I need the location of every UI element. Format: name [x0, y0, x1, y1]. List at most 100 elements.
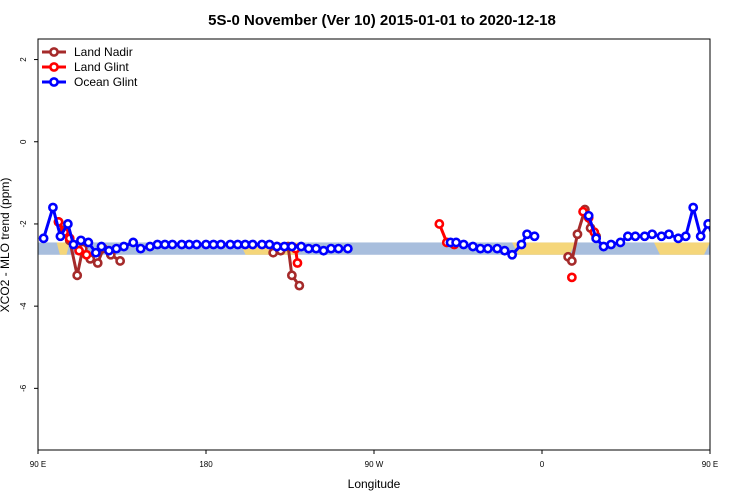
x-tick-label: 90 E	[702, 460, 718, 469]
x-tick-label: 0	[540, 460, 545, 469]
ocean-glint-point	[62, 219, 73, 229]
ocean-glint-point	[507, 249, 518, 260]
ocean-glint-point	[160, 239, 170, 250]
ocean-glint-point	[208, 239, 219, 250]
ocean-glint-point	[96, 241, 107, 252]
land-nadir-point	[286, 270, 297, 281]
ocean-glint-point	[522, 229, 532, 240]
ocean-glint-point	[118, 241, 129, 252]
ocean-glint-point	[475, 243, 486, 254]
land-nadir-point	[566, 256, 577, 266]
ocean-glint-point	[184, 239, 195, 250]
ocean-glint-point	[83, 237, 94, 248]
ocean-glint-point	[247, 239, 258, 250]
ocean-glint-point	[111, 243, 122, 254]
ocean-glint-point	[225, 239, 236, 250]
ocean-glint-point	[264, 239, 275, 250]
legend-item-land-glint: Land Glint	[42, 60, 129, 74]
y-tick-label: -2	[19, 220, 28, 228]
land-band-2	[512, 242, 576, 255]
chart-title: 5S-0 November (Ver 10) 2015-01-01 to 202…	[208, 12, 556, 29]
ocean-glint-point	[90, 247, 101, 258]
ocean-glint-point	[333, 243, 344, 254]
ocean-glint-point	[591, 233, 602, 244]
ocean-glint-point	[482, 243, 493, 254]
x-tick-label: 90 W	[365, 460, 384, 469]
y-tick-label: 0	[19, 139, 28, 144]
legend-label: Land Nadir	[74, 45, 133, 59]
ocean-glint-point	[729, 239, 736, 246]
ocean-glint-point	[326, 243, 336, 254]
ocean-glint-point	[451, 237, 462, 248]
ocean-glint-point	[240, 239, 251, 250]
land-glint-point	[566, 272, 577, 283]
ocean-glint-point	[318, 245, 329, 256]
axis-ticks: 90 E 180 90 W 0 90 E 2 0 -2 -4 -6	[19, 57, 718, 469]
ocean-glint-point	[257, 239, 267, 250]
land-nadir-point	[92, 258, 103, 268]
ocean-glint-point	[216, 239, 226, 250]
land-band-4	[738, 242, 750, 254]
ocean-glint-point	[167, 239, 178, 250]
ocean-glint-point	[279, 241, 290, 252]
ocean-glint-point	[201, 239, 211, 250]
ocean-glint-point	[680, 231, 691, 242]
ocean-glint-point	[145, 241, 155, 252]
y-tick-label: -6	[19, 384, 28, 392]
land-band-3	[654, 242, 710, 255]
ocean-glint-point	[311, 243, 322, 254]
ocean-glint-point	[128, 237, 139, 248]
legend-item-ocean-glint: Ocean Glint	[42, 75, 138, 89]
land-glint-point	[81, 249, 92, 260]
ocean-glint-point	[695, 231, 706, 242]
ocean-glint-point	[744, 245, 750, 252]
ocean-glint-point	[703, 219, 710, 229]
ocean-glint-point	[296, 241, 307, 252]
land-glint-point	[434, 219, 445, 229]
ocean-glint-point	[342, 243, 353, 254]
land-nadir-point	[115, 256, 126, 266]
ocean-glint-point	[458, 239, 469, 250]
ocean-glint-point	[152, 239, 163, 250]
ocean-glint-point	[721, 237, 728, 244]
ocean-glint-point	[48, 202, 58, 213]
x-axis-label: Longitude	[348, 477, 401, 491]
legend-swatch-marker	[49, 47, 59, 57]
legend-swatch-marker	[49, 77, 59, 87]
ocean-glint-point	[673, 233, 684, 244]
y-tick-label: 2	[19, 57, 28, 62]
ocean-glint-point	[135, 243, 146, 254]
x-tick-label: 90 E	[30, 460, 46, 469]
ocean-glint-point	[468, 241, 478, 252]
land-nadir-point	[572, 229, 583, 240]
ocean-glint-point	[232, 239, 243, 250]
ocean-glint-point	[529, 231, 540, 242]
ocean-glint-point	[55, 231, 66, 242]
ocean-glint-point	[104, 245, 114, 256]
ocean-glint-point	[639, 231, 650, 242]
ocean-glint-point	[286, 241, 297, 252]
ocean-glint-point	[303, 243, 314, 254]
ocean-glint-point	[622, 231, 633, 242]
ocean-glint-point	[583, 210, 594, 221]
ocean-glint-point	[656, 231, 667, 242]
ocean-glint-point	[76, 235, 86, 246]
legend-label: Ocean Glint	[74, 75, 138, 89]
legend-label: Land Glint	[74, 60, 129, 74]
plot-content	[38, 202, 750, 291]
ocean-glint-point	[598, 241, 609, 252]
y-axis-label: XCO2 - MLO trend (ppm)	[0, 178, 12, 313]
ocean-glint-point	[176, 239, 187, 250]
ocean-glint-point	[630, 231, 641, 242]
ocean-glint-point	[688, 202, 699, 213]
ocean-glint-point	[647, 229, 658, 240]
legend-swatch-marker	[49, 62, 59, 72]
ocean-glint-point	[68, 239, 79, 250]
ocean-glint-point	[492, 243, 503, 254]
land-nadir-point	[72, 270, 83, 281]
land-glint-point	[292, 258, 303, 268]
ocean-glint-point	[191, 239, 202, 250]
ocean-glint-point	[272, 241, 282, 252]
